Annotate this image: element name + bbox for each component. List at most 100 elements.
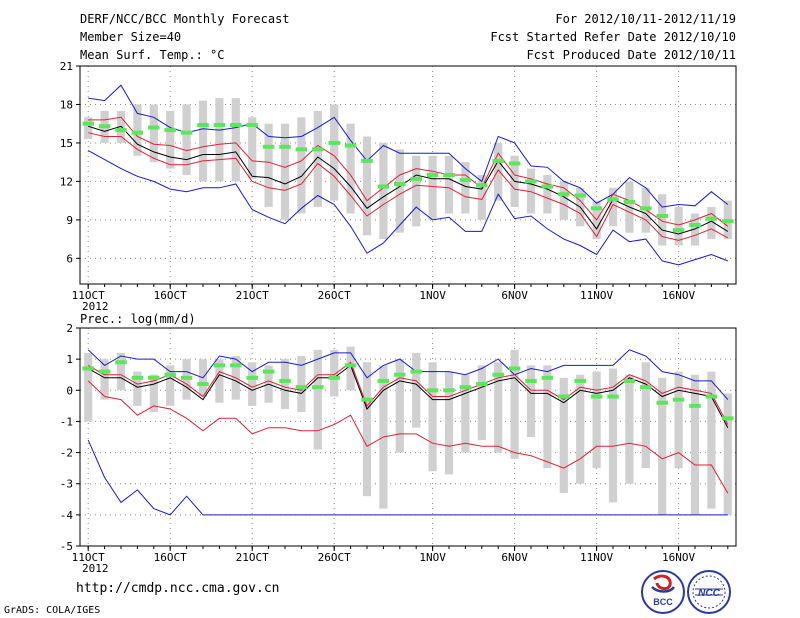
temp-median-mark (558, 192, 570, 197)
prec-spread-bar (723, 393, 732, 515)
prec-median-mark (656, 400, 668, 405)
prec-median-mark (295, 385, 308, 390)
temp-median-mark (410, 176, 422, 181)
prec-spread-bar (116, 352, 126, 391)
temp-ytick-label: 18 (60, 98, 73, 111)
prec-median-mark (115, 360, 127, 365)
prec-median-mark (344, 363, 357, 368)
temp-median-mark (607, 197, 619, 202)
temp-median-mark (180, 130, 193, 135)
ncc-logo-text: NCC (698, 588, 720, 599)
prec-ytick-label: -5 (60, 540, 73, 553)
prec-spread-bar (526, 365, 536, 437)
temp-series-min (87, 150, 728, 266)
prec-plot-frame (79, 327, 737, 547)
prec-median-mark (246, 375, 258, 380)
temp-series-lower (88, 132, 729, 241)
prec-median-mark (197, 382, 209, 387)
prec-xtick-label: 1NOV (419, 551, 446, 564)
prec-ytick-label: -4 (60, 509, 74, 522)
prec-median-mark (574, 378, 586, 383)
prec-spread-bar (690, 374, 700, 515)
prec-median-mark (131, 375, 144, 380)
temp-median-mark (82, 121, 94, 126)
prec-series-max (87, 349, 729, 400)
prec-spread-bar (313, 349, 322, 450)
prec-median-mark (443, 388, 455, 393)
prec-median-mark (82, 366, 94, 371)
temp-median-mark (426, 173, 439, 177)
prec-spread-bar (248, 362, 257, 406)
prec-spread-bar (330, 349, 339, 397)
temp-xtick-year-label: 2012 (82, 300, 109, 313)
source-url[interactable]: http://cmdp.ncc.cma.gov.cn (76, 581, 280, 596)
prec-median-mark (377, 378, 390, 383)
temp-spread-bar (444, 155, 454, 214)
temp-median-mark (623, 199, 636, 204)
temp-median-mark (443, 173, 455, 177)
ncc-logo: NCC (687, 570, 731, 614)
temp-spread-bar (313, 110, 322, 208)
temp-xtick-label: 21OCT (236, 289, 269, 302)
temp-spread-bar (84, 117, 93, 140)
prec-median-mark (180, 375, 193, 380)
temp-ytick-label: 6 (66, 252, 73, 265)
temp-spread-bar (248, 117, 257, 179)
prec-spread-bar (444, 371, 454, 475)
prec-spread-bar (395, 359, 404, 453)
temp-median-mark (590, 206, 603, 211)
prec-xtick-year-label: 2012 (82, 562, 109, 575)
temp-spread-bar (428, 155, 437, 220)
temp-spread-bar (149, 104, 158, 163)
temp-ytick-label: 15 (60, 137, 73, 150)
prec-spread-bar (149, 374, 158, 413)
temp-spread-bar (543, 175, 552, 214)
temp-spread-bar (412, 155, 421, 227)
temp-spread-bar (690, 213, 700, 246)
prec-series-mean (87, 364, 729, 428)
prec-median-mark (279, 378, 291, 383)
temp-median-mark (541, 184, 554, 189)
temp-spread-bar (477, 175, 486, 220)
temp-spread-bar (658, 194, 667, 246)
prec-xtick-label: 11NOV (580, 551, 613, 564)
temp-median-mark (574, 193, 586, 198)
prec-spread-bar (428, 362, 437, 472)
temp-median-mark (525, 179, 537, 184)
prec-spread-bar (559, 377, 568, 494)
prec-ytick-label: 0 (66, 384, 73, 397)
temp-median-mark (361, 158, 373, 163)
prec-chart-title: Prec.: log(mm/d) (80, 312, 196, 326)
temp-median-mark (705, 216, 718, 221)
prec-ytick-label: -1 (60, 415, 73, 428)
prec-median-mark (722, 416, 734, 421)
temp-median-mark (328, 140, 340, 145)
prec-median-mark (394, 372, 406, 377)
temp-spread-bar (346, 123, 355, 214)
prec-median-mark (328, 375, 340, 380)
temp-spread-bar (264, 123, 273, 208)
temp-median-mark (689, 223, 701, 228)
prec-spread-bar (346, 346, 355, 391)
figure-title: DERF/NCC/BCC Monthly Forecast (80, 12, 290, 26)
prec-median-mark (525, 378, 537, 383)
prec-ytick-label: 2 (66, 322, 73, 335)
prec-median-mark (476, 382, 488, 387)
prec-ytick-label: -3 (60, 478, 73, 491)
prec-spread-bar (215, 359, 224, 403)
prec-spread-bar (707, 371, 716, 509)
temp-spread-bar (395, 149, 404, 233)
temp-median-mark (197, 122, 209, 127)
prec-spread-bar (280, 359, 290, 409)
prec-median-mark (508, 366, 521, 371)
temp-spread-bar (559, 181, 568, 220)
prec-median-mark (312, 385, 324, 390)
prec-spread-bar (658, 377, 667, 515)
temp-spread-bar (608, 187, 618, 227)
prec-median-mark (492, 372, 504, 377)
prec-median-mark (98, 369, 111, 374)
temp-xtick-label: 16NOV (662, 289, 695, 302)
temp-median-mark (377, 184, 390, 189)
temp-median-mark (131, 130, 144, 135)
